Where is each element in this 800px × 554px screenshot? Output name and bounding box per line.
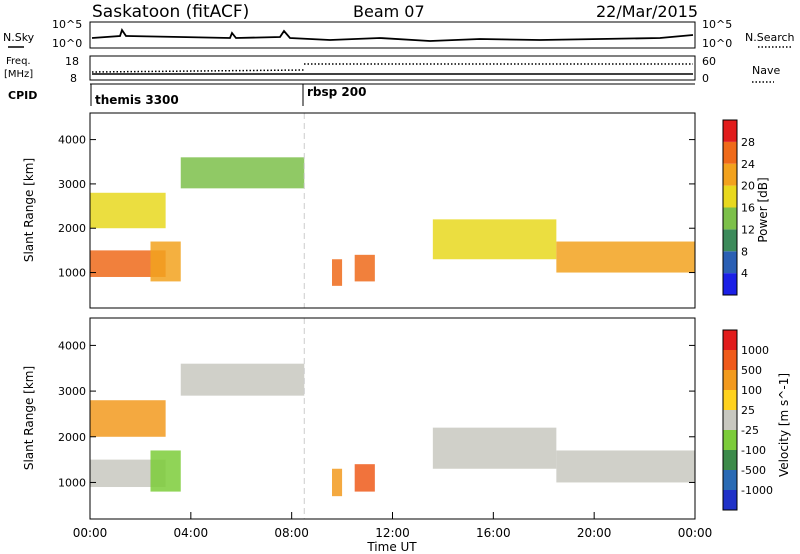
colorbar-swatch bbox=[723, 141, 737, 164]
colorbar-tick-label: 1000 bbox=[741, 344, 769, 357]
cpid-label: CPID bbox=[8, 89, 37, 102]
scatter-region bbox=[332, 468, 343, 497]
colorbar-swatch bbox=[723, 490, 737, 510]
colorbar-tick-label: 20 bbox=[741, 180, 755, 193]
x-tick-label: 12:00 bbox=[375, 526, 410, 540]
scatter-region bbox=[90, 400, 166, 437]
colorbar-swatch bbox=[723, 120, 737, 142]
scatter-region bbox=[150, 450, 181, 492]
velocity-colorbar: 1000 500 100 25 -25 -100 -500 -1000 Velocity [m… bbox=[722, 329, 791, 511]
freq-unit: [MHz] bbox=[4, 69, 33, 80]
scatter-region bbox=[432, 219, 557, 260]
freq-tick-bottom: 8 bbox=[70, 72, 77, 85]
power-colorbar-label: Power [dB] bbox=[756, 177, 770, 242]
scatter-region bbox=[150, 241, 181, 282]
scatter-region bbox=[556, 241, 695, 273]
colorbar-swatch bbox=[723, 273, 737, 295]
colorbar-swatch bbox=[723, 163, 737, 186]
x-tick-label: 00:00 bbox=[73, 526, 108, 540]
station-title: Saskatoon (fitACF) bbox=[92, 2, 249, 22]
y-tick-label: 2000 bbox=[58, 431, 86, 444]
nsearch-tick-bottom: 10^0 bbox=[702, 37, 732, 50]
freq-tick-top: 18 bbox=[65, 55, 79, 68]
scatter-region bbox=[432, 427, 557, 469]
nsky-panel bbox=[89, 21, 696, 49]
nsearch-label: N.Search bbox=[745, 31, 795, 44]
x-tick-label: 08:00 bbox=[274, 526, 309, 540]
colorbar-swatch bbox=[723, 370, 737, 390]
nsearch-tick-top: 10^5 bbox=[702, 18, 732, 31]
power-colorbar: 4 8 12 16 20 24 28 Power [dB] bbox=[722, 119, 770, 296]
x-tick-label: 00:00 bbox=[678, 526, 713, 540]
colorbar-swatch bbox=[723, 470, 737, 490]
colorbar-tick-label: -1000 bbox=[741, 484, 773, 497]
colorbar-tick-label: 500 bbox=[741, 364, 762, 377]
scatter-region bbox=[354, 254, 375, 282]
scatter-region bbox=[556, 450, 695, 483]
date-title: 22/Mar/2015 bbox=[596, 2, 698, 21]
velocity-colorbar-label: Velocity [m s^-1] bbox=[777, 373, 791, 477]
scatter-region bbox=[180, 363, 305, 396]
colorbar-tick-label: 12 bbox=[741, 223, 755, 236]
colorbar-swatch bbox=[723, 207, 737, 230]
scatter-region bbox=[354, 464, 375, 492]
colorbar-swatch bbox=[723, 350, 737, 370]
colorbar-frame bbox=[722, 119, 738, 296]
colorbar-tick-label: 24 bbox=[741, 158, 755, 171]
cpid-segment-2: rbsp 200 bbox=[307, 85, 366, 99]
cpid-segment-1: themis 3300 bbox=[95, 93, 179, 107]
nave-tick-top: 60 bbox=[702, 55, 716, 68]
y-tick-label: 1000 bbox=[58, 476, 86, 489]
colorbar-swatch bbox=[723, 229, 737, 252]
nave-trace bbox=[91, 63, 693, 73]
colorbar-swatch bbox=[723, 251, 737, 274]
colorbar-tick-label: -500 bbox=[741, 464, 766, 477]
colorbar-swatch bbox=[723, 330, 737, 350]
power-ylabel: Slant Range [km] bbox=[22, 158, 36, 262]
colorbar-swatch bbox=[723, 410, 737, 430]
nsky-label: N.Sky bbox=[3, 31, 35, 44]
x-tick-label: 04:00 bbox=[174, 526, 209, 540]
colorbar-tick-label: 28 bbox=[741, 136, 755, 149]
nave-tick-bottom: 0 bbox=[702, 72, 709, 85]
y-tick-label: 4000 bbox=[58, 134, 86, 147]
y-tick-label: 3000 bbox=[58, 178, 86, 191]
y-tick-label: 1000 bbox=[58, 267, 86, 280]
freq-panel bbox=[89, 55, 696, 81]
velocity-panel: 1000 2000 3000 4000 00:00 04:00 08:00 12:00 16:… bbox=[22, 317, 713, 554]
freq-label: Freq. bbox=[6, 56, 31, 67]
colorbar-tick-label: -100 bbox=[741, 444, 766, 457]
x-tick-label: 16:00 bbox=[476, 526, 511, 540]
colorbar-tick-label: 100 bbox=[741, 384, 762, 397]
colorbar-swatch bbox=[723, 450, 737, 470]
nsky-trace bbox=[91, 27, 694, 42]
nsky-tick-top: 10^5 bbox=[52, 18, 82, 31]
velocity-ylabel: Slant Range [km] bbox=[22, 366, 36, 470]
colorbar-swatch bbox=[723, 185, 737, 208]
scatter-region bbox=[332, 259, 343, 286]
time-axis-label: Time UT bbox=[366, 540, 417, 554]
y-tick-label: 2000 bbox=[58, 222, 86, 235]
colorbar-tick-label: 25 bbox=[741, 404, 755, 417]
beam-title: Beam 07 bbox=[353, 2, 425, 21]
scatter-region bbox=[180, 157, 305, 189]
y-tick-label: 4000 bbox=[58, 339, 86, 352]
colorbar-tick-label: 16 bbox=[741, 202, 755, 215]
colorbar-swatch bbox=[723, 390, 737, 410]
scatter-region bbox=[90, 192, 166, 229]
nsky-tick-bottom: 10^0 bbox=[52, 37, 82, 50]
power-panel: 1000 2000 3000 4000 Slant Range [km] bbox=[22, 112, 696, 309]
x-tick-label: 20:00 bbox=[577, 526, 612, 540]
y-tick-label: 3000 bbox=[58, 385, 86, 398]
colorbar-tick-label: 8 bbox=[741, 245, 748, 258]
colorbar-swatch bbox=[723, 430, 737, 450]
colorbar-frame bbox=[722, 329, 738, 511]
colorbar-tick-label: 4 bbox=[741, 267, 748, 280]
colorbar-tick-label: -25 bbox=[741, 424, 759, 437]
nave-label: Nave bbox=[752, 64, 780, 77]
